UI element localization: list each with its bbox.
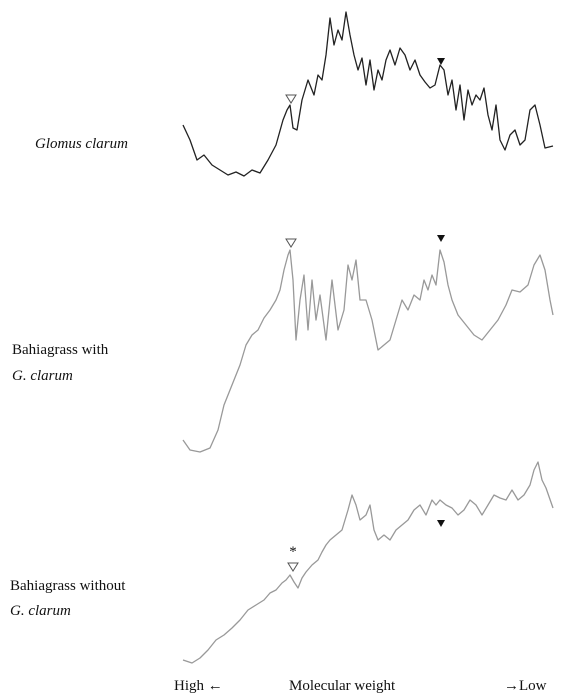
panel-label: G. clarum: [12, 368, 73, 384]
panel-label: Glomus clarum: [35, 136, 128, 152]
filled-marker: [437, 58, 445, 65]
trace: [182, 249, 554, 453]
trace: [182, 461, 554, 664]
open-marker: [285, 94, 297, 104]
asterisk: *: [289, 544, 297, 560]
panel-label: Bahiagrass with: [12, 342, 109, 358]
open-marker: [287, 562, 299, 572]
panel-label: G. clarum: [10, 603, 71, 619]
axis-low: →Low: [504, 678, 547, 694]
panel-label: Bahiagrass without: [10, 578, 126, 594]
axis-high: High ←: [174, 678, 223, 694]
filled-marker: [437, 520, 445, 527]
open-marker: [285, 238, 297, 248]
axis-title: Molecular weight: [289, 678, 396, 694]
trace: [182, 11, 554, 177]
filled-marker: [437, 235, 445, 242]
